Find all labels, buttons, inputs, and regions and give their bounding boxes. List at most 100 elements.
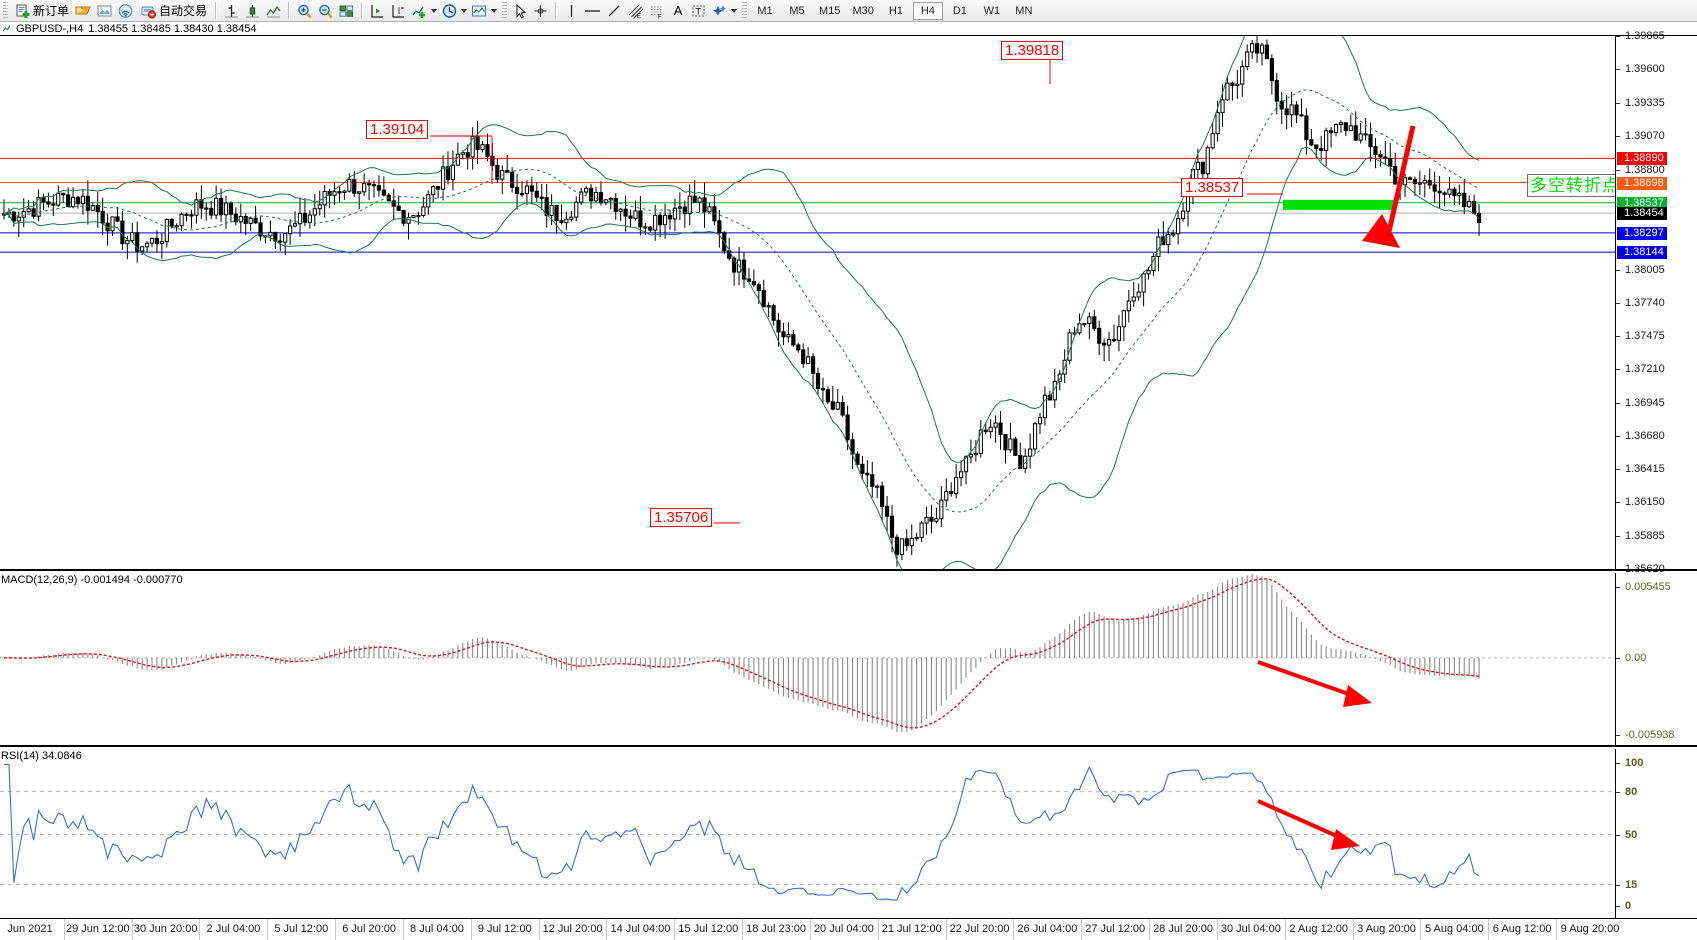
time-tick-label: 12 Jul 20:00 <box>542 923 603 935</box>
price-pane[interactable]: 1.39818 1.39104 1.35706 1.38537 多空转折点 1.… <box>0 30 1697 575</box>
time-tick-mark <box>1149 919 1151 940</box>
auto-scroll-button[interactable] <box>367 1 388 21</box>
time-tick-mark <box>538 919 540 940</box>
macd-chart-svg <box>0 574 1615 733</box>
rsi-chart-svg <box>0 763 1615 901</box>
timeframe-h1-button[interactable]: H1 <box>888 4 903 17</box>
time-tick-label: 9 Aug 20:00 <box>1560 923 1620 935</box>
timeframe-d1-button[interactable]: D1 <box>952 4 967 17</box>
toolbar-grip-3[interactable] <box>742 1 748 20</box>
vertical-line-icon <box>570 4 572 17</box>
new-order-icon <box>16 4 30 18</box>
pane-separator-rsi <box>0 745 1697 747</box>
zoom-in-icon <box>298 4 312 18</box>
fibonacci-button[interactable]: F <box>647 1 668 21</box>
horizontal-line-button[interactable] <box>581 1 604 21</box>
toolbar-grip[interactable] <box>3 1 8 20</box>
toolbar-grip-2[interactable] <box>502 1 508 20</box>
zoom-in-button[interactable] <box>294 1 315 21</box>
tile-windows-button[interactable] <box>336 1 357 21</box>
line-chart-icon <box>266 5 281 17</box>
timeframe-mn-button[interactable]: MN <box>1015 4 1033 17</box>
signal-icon <box>118 3 133 18</box>
crosshair-tool-button[interactable] <box>530 1 551 21</box>
timeframe-m15-button[interactable]: M15 <box>819 4 841 17</box>
timeframe-h4-button[interactable]: H4 <box>912 1 943 20</box>
macd-axis[interactable]: 0.005455 0.00 -0.005938 <box>1615 573 1697 745</box>
auto-scroll-icon <box>371 4 384 18</box>
toolbar-divider-1 <box>215 2 218 19</box>
price-tick: 1.35885 <box>1616 530 1697 542</box>
templates-button[interactable] <box>469 1 499 21</box>
pivot-annotation[interactable]: 1.38537 <box>1181 178 1244 197</box>
folder-icon <box>75 6 91 14</box>
time-tick-mark <box>1420 919 1422 940</box>
price-chip[interactable]: 1.38144 <box>1617 246 1667 260</box>
time-tick-label: 22 Jul 20:00 <box>949 923 1010 935</box>
time-tick-label: 30 Jun 20:00 <box>133 923 198 935</box>
swing-high-annotation[interactable]: 1.39818 <box>1001 41 1064 60</box>
zoom-out-icon <box>319 4 333 18</box>
rsi-tick: 50 <box>1616 829 1697 841</box>
text-icon: A <box>673 3 683 18</box>
robot-icon <box>141 6 157 19</box>
price-tick: 1.39600 <box>1616 63 1697 75</box>
market-watch-button[interactable] <box>73 1 94 21</box>
line-chart-button[interactable] <box>263 1 284 21</box>
support-annotation[interactable]: 1.35706 <box>650 508 713 527</box>
price-chip[interactable]: 1.38698 <box>1617 176 1667 190</box>
add-indicator-icon <box>412 6 426 18</box>
time-tick-label: 21 Jul 12:00 <box>881 923 942 935</box>
candlestick-icon <box>246 4 260 17</box>
text-label-button[interactable]: A <box>668 1 688 21</box>
zoom-out-button[interactable] <box>315 1 336 21</box>
timeframe-m1-button[interactable]: M1 <box>757 4 773 17</box>
channel-button[interactable]: E <box>625 1 647 21</box>
vertical-line-button[interactable] <box>561 1 581 21</box>
periods-button[interactable] <box>439 1 469 21</box>
timeframe-m30-button[interactable]: M30 <box>852 4 874 17</box>
macd-plot-area[interactable] <box>0 573 1615 745</box>
symbol-ohlc: 1.38455 1.38485 1.38430 1.38454 <box>88 22 257 35</box>
price-tick: 1.36150 <box>1616 496 1697 508</box>
chevron-down-icon <box>491 8 498 13</box>
channel-icon: E <box>628 4 644 19</box>
price-chip[interactable]: 1.38454 <box>1617 207 1667 221</box>
data-window-button[interactable] <box>115 1 136 21</box>
rsi-plot-area[interactable] <box>0 749 1615 918</box>
indicators-button[interactable] <box>409 1 439 21</box>
auto-trading-button[interactable]: 自动交易 <box>136 1 211 21</box>
shapes-button[interactable] <box>709 1 739 21</box>
candlestick-chart-button[interactable] <box>242 1 263 21</box>
toolbar-divider-3 <box>361 2 364 19</box>
text-box-button[interactable]: T <box>688 1 709 21</box>
cursor-tool-button[interactable] <box>510 1 530 21</box>
price-chip[interactable]: 1.38297 <box>1617 226 1667 240</box>
rsi-pane[interactable]: RSI(14) 34.0846 100 80 50 15 0 <box>0 749 1697 918</box>
time-tick-mark <box>63 919 65 940</box>
price-chip[interactable]: 1.38537 <box>1617 196 1667 210</box>
resistance-annotation[interactable]: 1.39104 <box>366 120 429 139</box>
timeframe-w1-button[interactable]: W1 <box>983 4 1001 17</box>
time-tick-label: 2 Jul 04:00 <box>206 923 261 935</box>
horizontal-line-icon <box>585 9 601 12</box>
time-tick-mark <box>402 919 404 940</box>
macd-pane[interactable]: MACD(12,26,9) -0.001494 -0.000770 0.0054… <box>0 573 1697 745</box>
bar-chart-button[interactable] <box>221 1 242 21</box>
new-order-button[interactable]: 新订单 <box>11 1 73 21</box>
rsi-axis[interactable]: 100 80 50 15 0 <box>1615 749 1697 918</box>
price-axis[interactable]: 1.39865 1.39600 1.39335 1.39070 1.38800 1.380… <box>1615 30 1697 575</box>
time-tick-label: 6 Aug 12:00 <box>1492 923 1552 935</box>
price-tick: 1.38800 <box>1616 164 1697 176</box>
time-axis[interactable]: Jun 2021 29 Jun 12:00 30 Jun 20:00 2 Jul 04… <box>0 918 1697 940</box>
trendline-icon <box>608 5 620 16</box>
chart-shift-button[interactable] <box>388 1 409 21</box>
navigator-button[interactable] <box>94 1 115 21</box>
trendline-button[interactable] <box>604 1 625 21</box>
price-chip[interactable]: 1.38890 <box>1617 152 1667 166</box>
price-plot-area[interactable]: 1.39818 1.39104 1.35706 1.38537 多空转折点 <box>0 36 1615 569</box>
turning-point-annotation[interactable]: 多空转折点 <box>1527 174 1615 197</box>
timeframe-m5-button[interactable]: M5 <box>789 4 805 17</box>
price-tick: 1.36415 <box>1616 463 1697 475</box>
time-tick-mark <box>1081 919 1083 940</box>
